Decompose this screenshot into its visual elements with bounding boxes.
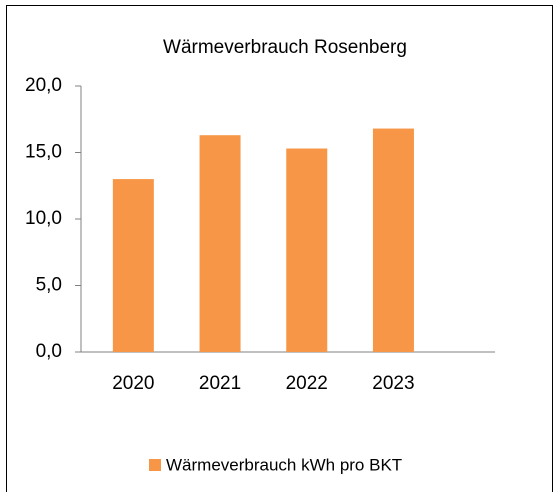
y-tick-label: 5,0 — [36, 275, 62, 296]
x-tick-label: 2021 — [199, 373, 241, 394]
x-tick-label: 2023 — [372, 373, 414, 394]
legend-swatch — [149, 459, 161, 471]
y-tick-label: 20,0 — [25, 75, 62, 96]
x-tick-label: 2020 — [112, 373, 154, 394]
y-tick-label: 10,0 — [25, 208, 62, 229]
bar — [372, 128, 414, 352]
bar — [199, 135, 241, 352]
bar — [286, 148, 328, 352]
y-tick-label: 0,0 — [36, 341, 62, 362]
chart-frame — [6, 5, 553, 492]
bar — [112, 179, 154, 352]
chart-title: Wärmeverbrauch Rosenberg — [163, 37, 407, 58]
legend-label: Wärmeverbrauch kWh pro BKT — [166, 455, 402, 474]
y-tick-label: 15,0 — [25, 142, 62, 163]
x-tick-label: 2022 — [286, 373, 328, 394]
